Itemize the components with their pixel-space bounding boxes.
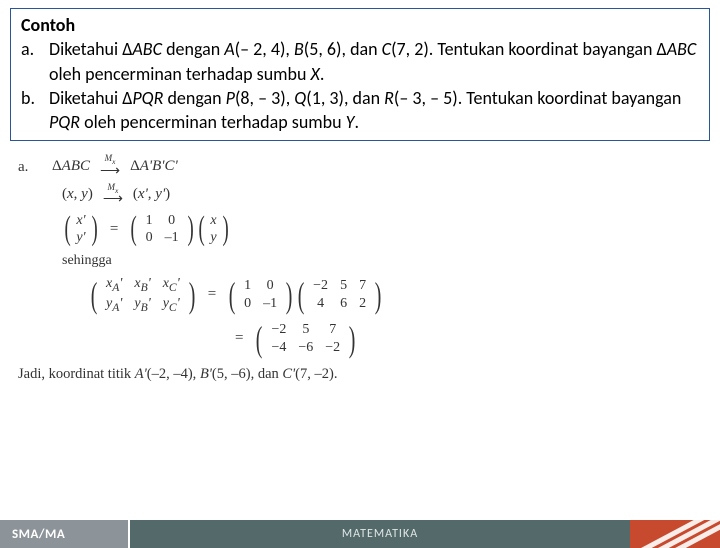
matrix-result: = ( −2−4 5−6 7−2 ): [225, 321, 720, 356]
item-b-letter: b.: [21, 86, 49, 135]
example-title: Contoh: [21, 13, 699, 37]
solution-letter: a.: [18, 159, 36, 176]
mapping-1: ΔABC Mx ⟶ ΔA'B'C': [52, 155, 178, 177]
item-b-text: Diketahui ΔPQR dengan P(8, – 3), Q(1, 3)…: [49, 86, 699, 135]
item-a: a. Diketahui ΔABC dengan A(– 2, 4), B(5,…: [21, 37, 699, 86]
sehingga-text: sehingga: [62, 253, 720, 269]
arrow-icon: Mx ⟶: [103, 184, 123, 206]
map2-right: (x', y'): [133, 186, 170, 203]
footer-logo: [630, 520, 720, 548]
item-a-letter: a.: [21, 37, 49, 86]
mapping-2: (x, y) Mx ⟶ (x', y'): [62, 184, 720, 206]
item-b: b. Diketahui ΔPQR dengan P(8, – 3), Q(1,…: [21, 86, 699, 135]
item-a-text: Diketahui ΔABC dengan A(– 2, 4), B(5, 6)…: [49, 37, 699, 86]
map1-left: ΔABC: [52, 158, 90, 175]
arrow-icon: Mx ⟶: [100, 155, 120, 177]
solution-header: a. ΔABC Mx ⟶ ΔA'B'C': [18, 155, 720, 179]
example-box: Contoh a. Diketahui ΔABC dengan A(– 2, 4…: [10, 8, 710, 141]
matrix-equation-2: ( xA'yA' xB'yB' xC'yC' ) = ( 10 0–1 ) ( …: [88, 275, 720, 316]
solution-block: a. ΔABC Mx ⟶ ΔA'B'C' (x, y) Mx ⟶ (x', y'…: [18, 155, 720, 356]
map1-right: ΔA'B'C': [130, 158, 178, 175]
equals-sign: =: [100, 221, 128, 238]
footer-bar: SMA/MA MATEMATIKA: [0, 520, 720, 548]
book-icon: [644, 520, 720, 548]
footer-subject: MATEMATIKA: [130, 520, 630, 548]
conclusion-text: Jadi, koordinat titik A'(–2, –4), B'(5, …: [18, 366, 720, 383]
matrix-equation-1: ( x'y' ) = ( 10 0–1 ) ( xy ): [62, 212, 720, 247]
footer-level: SMA/MA: [0, 520, 130, 548]
map2-left: (x, y): [62, 186, 93, 203]
